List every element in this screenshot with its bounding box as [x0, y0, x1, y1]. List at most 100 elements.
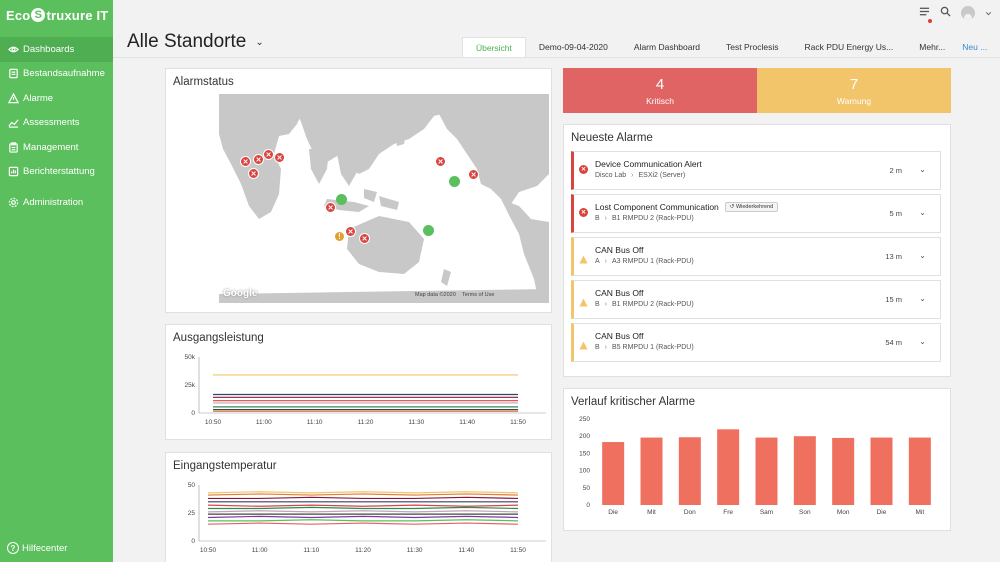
sidebar-item-management[interactable]: Management [0, 135, 113, 160]
tab-more[interactable]: Mehr... [919, 42, 946, 52]
chevron-down-icon[interactable]: ⌄ [919, 337, 926, 346]
avatar[interactable] [961, 6, 975, 20]
sidebar-item-label: Berichterstattung [23, 166, 95, 178]
sidebar-item-label: Administration [23, 196, 84, 208]
bar[interactable] [755, 437, 778, 505]
breadcrumb-separator: › [604, 344, 608, 351]
alarm-marker-critical[interactable]: ✕ [263, 149, 274, 160]
tab-test-proclesis[interactable]: Test Proclesis [726, 42, 779, 52]
status-marker-ok[interactable] [449, 176, 460, 187]
alarm-row[interactable]: ✕ Device Communication Alert Disco Lab › E… [571, 151, 941, 190]
page-title[interactable]: Alle Standorte ⌄ [127, 31, 264, 53]
alarm-row[interactable]: CAN Bus Off A › A3 RMPDU 1 (Rack-PDU) 13 m… [571, 237, 941, 276]
sidebar-item-administration[interactable]: Administration [0, 190, 113, 215]
series-line[interactable] [208, 519, 519, 522]
user-menu-chevron-icon[interactable] [985, 4, 992, 22]
alarm-marker-critical[interactable]: ✕ [274, 152, 285, 163]
series-line[interactable] [207, 515, 519, 519]
inlet-temperature-chart[interactable]: 0 25 50 10:50 11:00 11:10 11:20 11:30 11:40 11:50 [166, 453, 553, 562]
alarm-marker-critical[interactable]: ✕ [248, 168, 259, 179]
sidebar-item-bestandsaufnahme[interactable]: Bestandsaufnahme [0, 62, 113, 87]
bar[interactable] [870, 437, 893, 505]
chevron-down-icon[interactable]: ⌄ [919, 208, 926, 217]
chevron-down-icon[interactable]: ⌄ [919, 294, 926, 303]
x-tick-label: Fre [723, 509, 733, 516]
x-tick-label: Son [799, 509, 811, 516]
breadcrumb-separator: › [604, 301, 608, 308]
critical-label: Kritisch [646, 95, 674, 106]
y-tick-label: 25k [185, 382, 196, 389]
bar[interactable] [717, 429, 740, 505]
bar[interactable] [678, 437, 701, 505]
search-icon[interactable] [940, 4, 951, 22]
logo-text-pre: Eco [6, 7, 31, 23]
dashboard-tabs: Übersicht Demo-09-04-2020 Alarm Dashboar… [462, 37, 1000, 58]
series-line[interactable] [207, 493, 519, 496]
alarm-marker-critical[interactable]: ✕ [345, 226, 356, 237]
tab-rack-pdu-energy[interactable]: Rack PDU Energy Us... [804, 42, 894, 52]
y-tick-label: 50 [583, 485, 591, 492]
status-marker-ok[interactable] [423, 225, 434, 236]
terms-of-use-link[interactable]: Terms of Use [462, 292, 495, 298]
sidebar-item-berichterstattung[interactable]: Berichterstattung [0, 160, 113, 185]
y-tick-label: 0 [191, 538, 195, 545]
alarm-marker-warning[interactable]: ! [334, 231, 345, 242]
series-line[interactable] [207, 522, 519, 525]
chevron-down-icon[interactable]: ⌄ [255, 36, 264, 48]
help-center-link[interactable]: ? Hilfecenter [7, 542, 67, 554]
series-line[interactable] [208, 506, 519, 510]
alarm-marker-critical[interactable]: ✕ [468, 169, 479, 180]
tab-alarm-dashboard[interactable]: Alarm Dashboard [633, 42, 701, 52]
warning-summary-tile[interactable]: 7 Warnung [757, 68, 951, 113]
tab-new[interactable]: Neu ... [962, 42, 988, 52]
series-line[interactable] [207, 504, 519, 507]
bar[interactable] [640, 437, 663, 505]
y-tick-label: 150 [579, 450, 590, 457]
sidebar-item-assessments[interactable]: Assessments [0, 111, 113, 136]
bar[interactable] [602, 442, 625, 505]
status-marker-ok[interactable] [336, 194, 347, 205]
y-tick-label: 0 [191, 410, 195, 417]
sidebar-item-label: Management [23, 141, 79, 153]
bar[interactable] [908, 437, 931, 505]
alarm-row[interactable]: CAN Bus Off B › B1 RMPDU 2 (Rack-PDU) 15 m… [571, 280, 941, 319]
logo-mark: S [31, 8, 46, 22]
alarm-title: Device Communication Alert [595, 159, 702, 169]
inlet-temperature-card: Eingangstemperatur 0 25 50 10:50 11:00 11:10 1… [165, 452, 552, 562]
alarm-marker-critical[interactable]: ✕ [435, 156, 446, 167]
y-tick-label: 200 [579, 433, 590, 440]
sidebar-item-dashboards[interactable]: Dashboards [0, 37, 113, 62]
alarm-time: 54 m [885, 338, 902, 347]
bar[interactable] [793, 436, 816, 505]
map-data-note: Map data ©2020 [415, 292, 456, 298]
critical-alarm-history-chart[interactable]: 0 50 100 150 200 250 Die Mit Don Fre Sam Son Mon Die M… [564, 389, 952, 532]
world-map[interactable]: ✕ ✕ ✕ ✕ ✕ ✕ ✕ ✕ ✕ ✕ ! Google Map data ©2… [219, 94, 549, 303]
alarm-marker-critical[interactable]: ✕ [325, 202, 336, 213]
series-line[interactable] [208, 496, 519, 500]
warning-alarm-icon [579, 294, 588, 307]
tab-demo[interactable]: Demo-09-04-2020 [538, 42, 608, 52]
chevron-down-icon[interactable]: ⌄ [919, 165, 926, 174]
output-power-chart[interactable]: 0 25k 50k 10:50 11:00 11:10 11:20 11:30 11:40 11:… [166, 325, 553, 441]
warning-count: 7 [849, 75, 859, 93]
series-line[interactable] [207, 491, 519, 494]
alarm-location: A [595, 258, 600, 265]
alarm-marker-critical[interactable]: ✕ [253, 154, 264, 165]
series-line[interactable] [207, 510, 519, 513]
tab-uebersicht[interactable]: Übersicht [462, 37, 526, 58]
notifications-list-icon[interactable] [919, 4, 932, 23]
alarm-marker-critical[interactable]: ✕ [240, 156, 251, 167]
critical-alarm-icon: ✕ [579, 208, 588, 217]
sidebar-item-label: Dashboards [23, 43, 75, 55]
alarm-row[interactable]: ✕ Lost Component Communication ↺ Wiederke… [571, 194, 941, 233]
chevron-down-icon[interactable]: ⌄ [919, 251, 926, 260]
report-icon [7, 165, 20, 178]
critical-summary-tile[interactable]: 4 Kritisch [563, 68, 757, 113]
app-logo[interactable]: Eco S truxure IT [0, 0, 113, 30]
sidebar-item-alarme[interactable]: Alarme [0, 86, 113, 111]
alarm-row[interactable]: CAN Bus Off B › B5 RMPDU 1 (Rack-PDU) 54 m… [571, 323, 941, 362]
notification-dot [928, 19, 932, 23]
alarm-marker-critical[interactable]: ✕ [359, 233, 370, 244]
bar[interactable] [832, 437, 855, 505]
x-tick-label: 11:10 [303, 547, 319, 554]
